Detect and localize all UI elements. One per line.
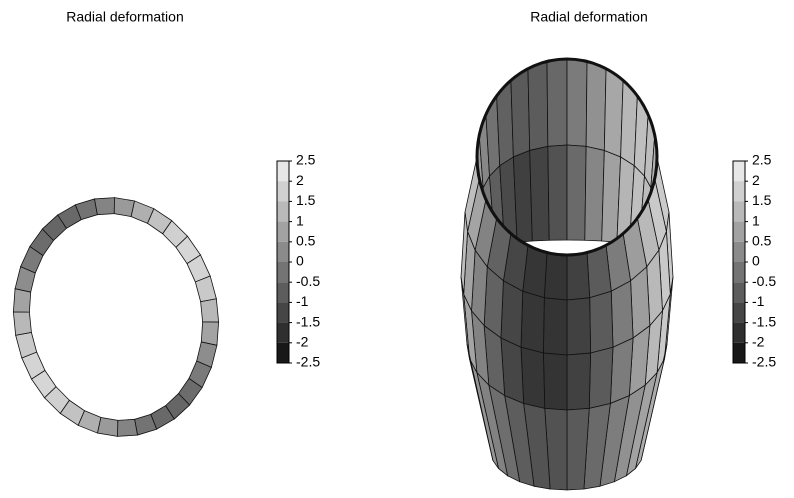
surface-facet xyxy=(567,59,587,146)
colorbar-tick-label: -0.5 xyxy=(296,273,320,289)
surface-facet xyxy=(589,347,613,408)
surface-facet xyxy=(547,59,567,146)
surface-facet xyxy=(201,299,219,322)
surface-facet xyxy=(501,281,523,347)
colorbar-band xyxy=(277,201,289,221)
colorbar-band xyxy=(277,242,289,262)
colorbar-band xyxy=(277,302,289,322)
colorbar-tick-label: 0.5 xyxy=(296,233,316,249)
page: Radial deformation Radial deformation 2.… xyxy=(0,0,794,498)
colorbar-tick-label: -1 xyxy=(752,293,765,309)
surface-facet xyxy=(567,253,590,300)
surface-facet xyxy=(586,61,606,150)
colorbar-band xyxy=(733,323,745,343)
colorbar-tick-label: 0 xyxy=(752,253,760,269)
colorbar-band xyxy=(733,181,745,201)
surface-facet xyxy=(548,145,567,240)
surface-facet xyxy=(117,419,137,436)
plot-title: Radial deformation xyxy=(530,9,648,25)
surface-facet xyxy=(567,298,591,355)
colorbar-band xyxy=(277,181,289,201)
colorbar-band xyxy=(733,242,745,262)
colorbar-tick-label: -2.5 xyxy=(296,354,320,370)
surface-facet xyxy=(543,353,567,410)
surface-facet xyxy=(513,150,532,242)
colorbar-tick-label: 0.5 xyxy=(752,233,772,249)
colorbar-tick-label: -0.5 xyxy=(752,273,776,289)
surface-facet xyxy=(95,198,115,215)
surface-facet xyxy=(521,347,545,408)
surface-facet xyxy=(567,353,591,410)
colorbar-band xyxy=(733,282,745,302)
colorbar-tick-label: -2 xyxy=(752,334,765,350)
surface-facet xyxy=(521,291,544,353)
colorbar-band xyxy=(733,161,745,181)
colorbar-tick-label: 1 xyxy=(296,212,304,228)
colorbar-tick-label: 1.5 xyxy=(752,192,772,208)
colorbar-tick-label: 2.5 xyxy=(752,152,772,168)
surface-facet xyxy=(528,61,548,150)
plot-title: Radial deformation xyxy=(66,9,184,25)
surface-facet xyxy=(13,289,30,312)
surface-facet xyxy=(511,69,530,157)
colorbar-tick-label: 1.5 xyxy=(296,192,316,208)
surface-facet xyxy=(585,146,605,241)
colorbar-tick-label: -2.5 xyxy=(752,354,776,370)
figure: Radial deformation Radial deformation 2.… xyxy=(0,0,794,498)
colorbar-band xyxy=(277,282,289,302)
colorbar-band xyxy=(277,323,289,343)
surface-facet xyxy=(201,322,218,345)
colorbar-tick-label: 2 xyxy=(296,172,304,188)
colorbar-tick-label: 0 xyxy=(296,253,304,269)
surface-facet xyxy=(604,69,623,157)
colorbar-tick-label: -1.5 xyxy=(752,313,776,329)
surface-facet xyxy=(13,312,31,335)
surface-facet xyxy=(567,145,586,240)
colorbar-tick-label: -1 xyxy=(296,293,309,309)
colorbar-band xyxy=(733,262,745,282)
colorbar-band xyxy=(277,343,289,363)
colorbar-tick-label: 2.5 xyxy=(296,152,316,168)
colorbar-band xyxy=(733,343,745,363)
colorbar-tick-label: -2 xyxy=(296,334,309,350)
surface-facet xyxy=(611,281,633,347)
colorbar-band xyxy=(277,262,289,282)
colorbar-band xyxy=(733,222,745,242)
colorbar-tick-label: -1.5 xyxy=(296,313,320,329)
colorbar-band xyxy=(733,302,745,322)
surface-facet xyxy=(544,253,567,300)
colorbar-band xyxy=(277,222,289,242)
surface-facet xyxy=(610,338,633,403)
colorbar-band xyxy=(733,201,745,221)
colorbar-tick-label: 2 xyxy=(752,172,760,188)
surface-facet xyxy=(543,298,567,355)
colorbar-band xyxy=(277,161,289,181)
colorbar-tick-label: 1 xyxy=(752,212,760,228)
surface-facet xyxy=(590,291,613,353)
surface-facet xyxy=(530,146,550,241)
